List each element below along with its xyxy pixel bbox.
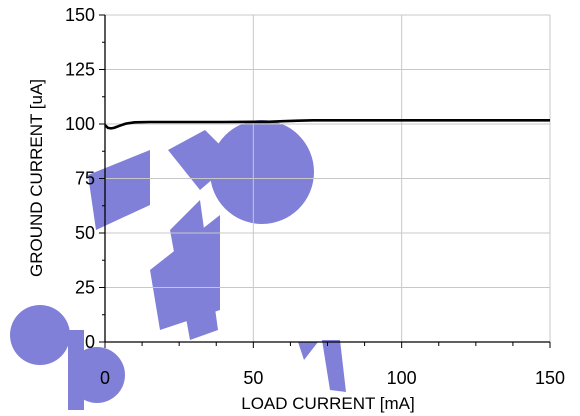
y-axis-title: GROUND CURRENT [uA]: [27, 79, 46, 277]
y-tick-label-6: 150: [65, 5, 95, 25]
watermark-fragment: [298, 342, 318, 360]
x-tick-label-3: 150: [535, 368, 565, 388]
watermark-letter-e: [150, 215, 220, 330]
x-axis-title: LOAD CURRENT [mA]: [241, 394, 415, 413]
series-line-0: [104, 119, 550, 130]
watermark-fragment-2: [322, 340, 346, 392]
watermark-letter-o: [10, 305, 70, 365]
watermark-letter-t: [88, 150, 150, 230]
y-tick-label-2: 50: [75, 223, 95, 243]
tick-marks: [99, 14, 551, 348]
x-tick-label-0: 0: [100, 368, 110, 388]
y-tick-label-3: 75: [75, 169, 95, 189]
watermark-letter-e-2: [210, 120, 314, 224]
x-tick-label-2: 100: [387, 368, 417, 388]
y-tick-label-0: 0: [85, 332, 95, 352]
tick-labels: 0 25 50 75 100 125 150 0 50 100 150: [65, 5, 565, 388]
series: [104, 119, 550, 130]
y-tick-label-5: 125: [65, 60, 95, 80]
watermark-bowl-b: [69, 347, 125, 403]
grid-lines: [105, 14, 551, 342]
obsolete-watermark: [10, 120, 346, 410]
y-tick-label-1: 25: [75, 278, 95, 298]
y-tick-label-4: 100: [65, 114, 95, 134]
x-tick-label-1: 50: [243, 368, 263, 388]
